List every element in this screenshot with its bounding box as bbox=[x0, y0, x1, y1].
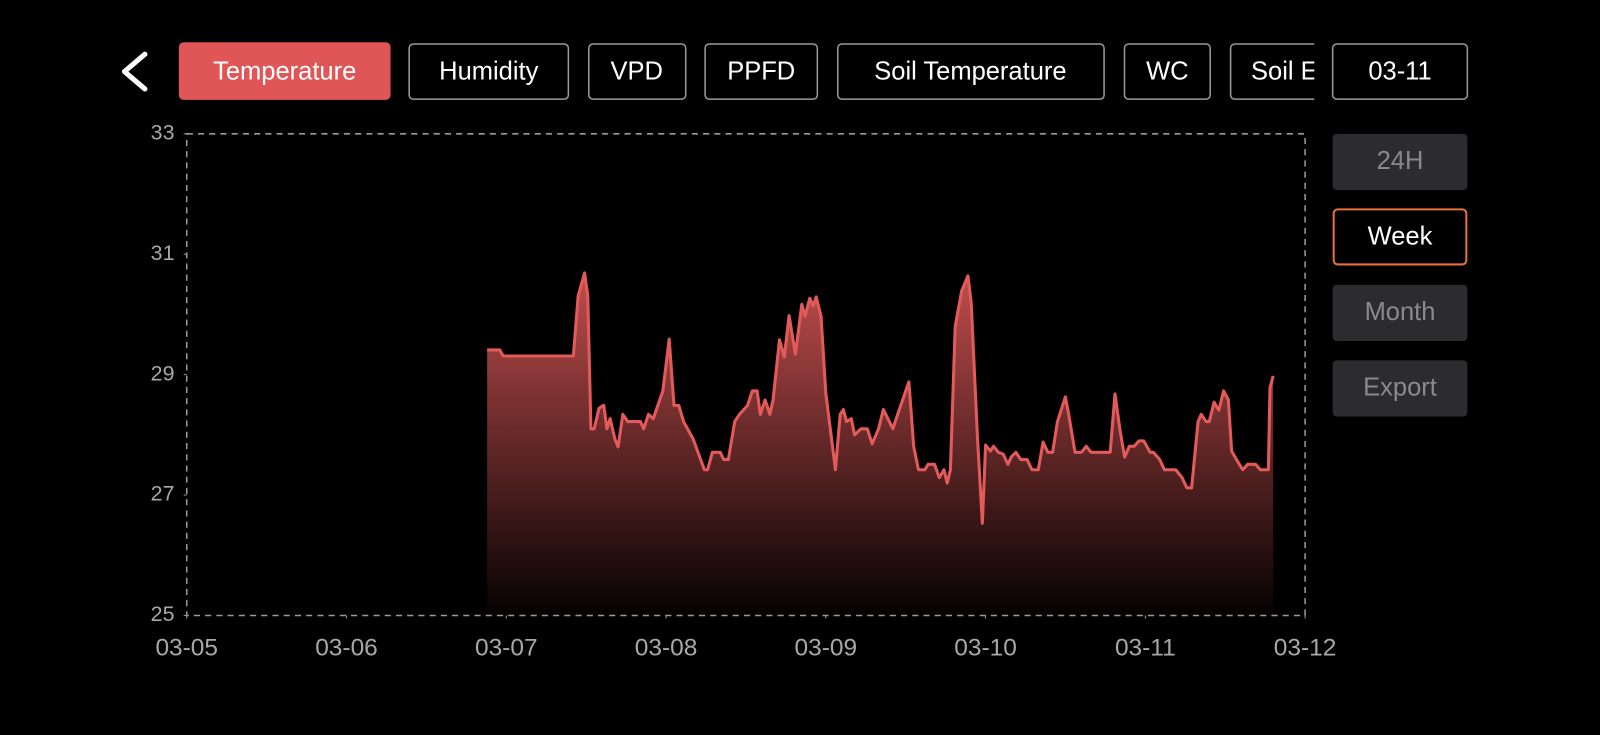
button-bg bbox=[1332, 133, 1468, 190]
line bbox=[487, 271, 1275, 525]
tab-bg bbox=[836, 43, 1105, 100]
back-button[interactable] bbox=[121, 51, 148, 92]
button-label: Export bbox=[1363, 374, 1437, 402]
button-label: Week bbox=[1368, 223, 1433, 251]
tab-bg bbox=[1229, 43, 1315, 100]
tab-bg bbox=[704, 43, 819, 100]
y-tick-label: 33 bbox=[151, 120, 175, 144]
tab-bg bbox=[408, 43, 570, 100]
tab-bg bbox=[1123, 43, 1211, 100]
button-bg bbox=[1332, 208, 1468, 266]
tab[interactable]: VPD bbox=[588, 43, 687, 100]
tab-label: WC bbox=[1146, 57, 1188, 85]
y-tick-label: 27 bbox=[151, 482, 175, 506]
tab-label: Soil Temperature bbox=[874, 57, 1066, 85]
y-tick-label: 25 bbox=[151, 602, 175, 626]
tab[interactable]: Soil Temperature bbox=[836, 43, 1105, 100]
tab-label: VPD bbox=[611, 57, 663, 85]
tab-label: Soil EC bbox=[1251, 57, 1336, 85]
x-tick-label: 03-11 bbox=[1115, 635, 1176, 662]
date-label: 03-11 bbox=[1368, 57, 1431, 85]
tab-bg bbox=[178, 42, 391, 100]
tab-label: PPFD bbox=[727, 57, 795, 85]
export-button[interactable]: Export bbox=[1332, 360, 1468, 417]
button-label: Month bbox=[1365, 298, 1436, 326]
button-bg bbox=[1332, 360, 1468, 417]
tab[interactable]: Soil EC bbox=[1229, 43, 1343, 100]
date-picker[interactable]: 03-11 bbox=[1331, 43, 1469, 100]
x-tick-label: 03-05 bbox=[155, 635, 218, 662]
tab[interactable]: WC bbox=[1123, 43, 1211, 100]
y-tick-label: 31 bbox=[151, 241, 175, 265]
plot: 25 27 29 31 33 03-05 03-06 03-07 03-08 03-09 03-10… bbox=[151, 120, 1337, 661]
range-button[interactable]: Week bbox=[1332, 208, 1468, 266]
range-button[interactable]: 24H bbox=[1332, 133, 1468, 190]
tab-label: Temperature bbox=[213, 57, 356, 85]
date-bg bbox=[1331, 43, 1469, 100]
x-tick-label: 03-08 bbox=[635, 635, 698, 662]
x-tick-label: 03-10 bbox=[954, 635, 1017, 662]
x-tick-label: 03-06 bbox=[315, 635, 378, 662]
x-tick-label: 03-12 bbox=[1274, 635, 1337, 662]
button-label: 24H bbox=[1377, 147, 1424, 175]
x-tick-label: 03-09 bbox=[795, 635, 858, 662]
y-tick-label: 29 bbox=[151, 361, 175, 385]
tab[interactable]: Temperature bbox=[178, 42, 391, 100]
tab[interactable]: Humidity bbox=[408, 43, 570, 100]
x-tick-label: 03-07 bbox=[475, 635, 538, 662]
area-fill bbox=[487, 272, 1274, 616]
tab-label: Humidity bbox=[439, 57, 538, 85]
tab[interactable]: PPFD bbox=[704, 43, 819, 100]
tab-bar: Temperature Humidity VPD PPFD Soil Tempe… bbox=[178, 42, 1343, 100]
tab-bg bbox=[588, 43, 687, 100]
button-bg bbox=[1332, 284, 1468, 341]
range-button[interactable]: Month bbox=[1332, 284, 1468, 341]
